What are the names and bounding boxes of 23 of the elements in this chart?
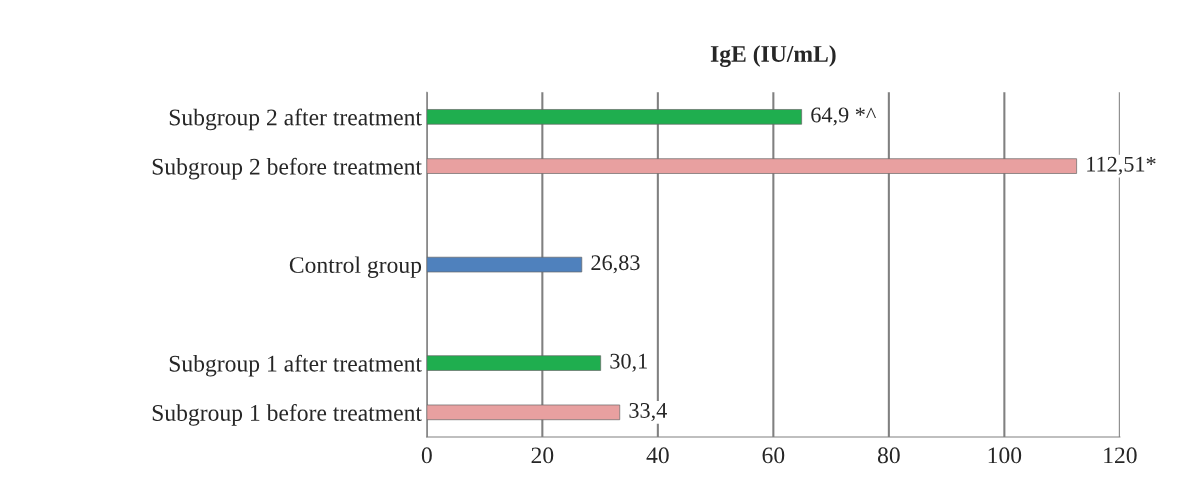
bar — [426, 256, 583, 273]
data-label: 64,9 *^ — [811, 107, 877, 126]
x-tick-label: 100 — [988, 447, 1022, 464]
x-tick-label: 40 — [646, 447, 669, 464]
bar — [426, 355, 602, 371]
x-tick-label: 120 — [1104, 447, 1137, 464]
data-label: 112,51* — [1087, 156, 1156, 175]
y-tick-label: Subgroup 1 before treatment — [152, 404, 422, 426]
bar — [426, 109, 802, 125]
data-label: 33,4 — [629, 402, 667, 422]
bar — [426, 404, 621, 421]
chart-title: IgE (IU/mL) — [710, 45, 836, 67]
y-tick-label: Control group — [289, 256, 422, 278]
x-tick-label: 60 — [762, 447, 785, 464]
y-tick-label: Subgroup 2 after treatment — [169, 108, 422, 131]
x-tick-label: 0 — [421, 447, 432, 464]
x-tick-label: 20 — [531, 447, 554, 464]
y-tick-label: Subgroup 2 before treatment — [152, 157, 422, 180]
data-label: 30,1 — [610, 353, 647, 372]
y-tick-label: Subgroup 1 after treatment — [169, 354, 422, 377]
data-label: 26,83 — [591, 255, 640, 274]
bar — [426, 158, 1077, 174]
x-tick-label: 80 — [877, 447, 900, 464]
